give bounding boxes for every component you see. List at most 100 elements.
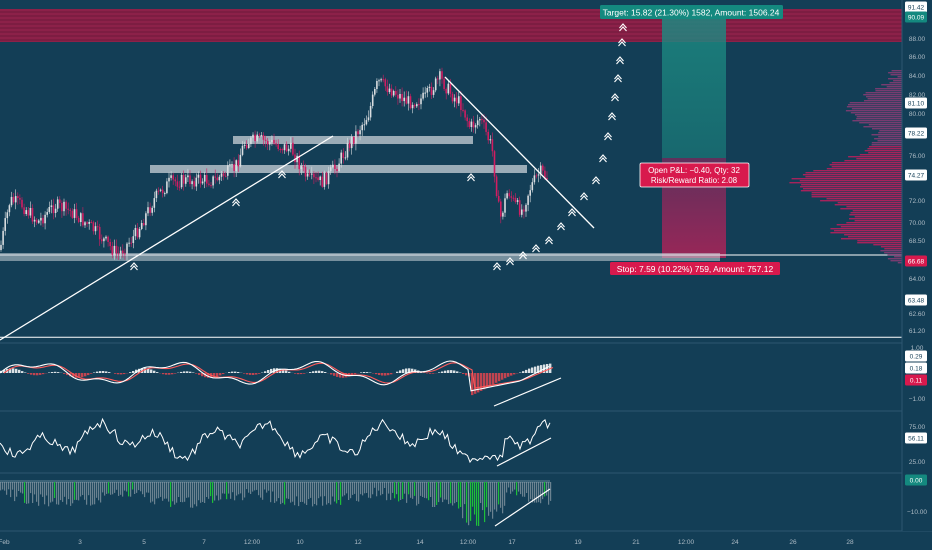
volume-bar: [432, 482, 434, 507]
rsi-pane[interactable]: [0, 417, 551, 464]
volume-bar: [24, 482, 26, 503]
price-axis-tick: 62.60: [909, 311, 926, 318]
demand-box[interactable]: [0, 253, 720, 261]
candle-body: [401, 94, 403, 102]
volume-trendline[interactable]: [494, 488, 551, 527]
volume-bar: [260, 482, 262, 498]
candle-body: [378, 80, 380, 82]
candle-body: [308, 173, 311, 175]
volume-bar: [50, 482, 52, 503]
volume-bar: [434, 482, 436, 507]
volume-bar: [222, 482, 224, 494]
candle-body: [464, 110, 466, 118]
macd-trendline[interactable]: [493, 377, 562, 407]
volume-bar: [332, 482, 334, 497]
candle-body: [117, 253, 120, 255]
macd-histogram-bar: [456, 371, 459, 373]
chevron-up-icon: [618, 38, 626, 47]
volume-bar: [250, 482, 252, 494]
pnl-label[interactable]: Open P&L: −0.40, Qty: 32 Risk/Reward Rat…: [639, 162, 750, 188]
volume-bar: [238, 482, 240, 495]
rsi-line: [0, 417, 551, 464]
volume-profile-bar: [873, 244, 902, 246]
time-axis[interactable]: Feb 3 5 7 12:00 10 12 14 12:00 17 19 21 12:00 24 26 28: [0, 539, 854, 546]
candle-body: [285, 144, 288, 152]
candle-body: [218, 176, 221, 181]
candle-body: [67, 208, 69, 210]
candle-body: [365, 120, 368, 125]
macd-histogram-bar: [228, 372, 231, 373]
candle-body: [539, 165, 542, 175]
candle-body: [130, 242, 132, 244]
volume-bar: [48, 482, 50, 507]
candle-body: [516, 200, 519, 202]
candle-body: [426, 88, 429, 93]
macd-histogram-bar: [309, 372, 312, 373]
volume-bar: [98, 482, 100, 501]
macd-histogram-bar: [186, 371, 189, 373]
macd-histogram-bar: [153, 370, 156, 373]
volume-bar: [450, 482, 452, 504]
candle-body: [466, 117, 468, 122]
volume-bar: [280, 482, 282, 505]
candle-body: [407, 96, 410, 104]
volume-bar: [374, 482, 376, 488]
macd-histogram-bar: [492, 373, 495, 385]
macd-pane[interactable]: [0, 360, 554, 396]
candle-body: [54, 208, 57, 213]
volume-pane[interactable]: [0, 480, 552, 526]
volume-profile-bar: [805, 176, 902, 178]
macd-histogram-bar: [138, 368, 141, 373]
volume-bar: [272, 482, 274, 492]
volume-bar: [56, 482, 58, 505]
macd-histogram-bar: [495, 373, 498, 383]
volume-bar: [376, 482, 378, 497]
volume-bar: [410, 482, 412, 498]
volume-bar: [414, 482, 416, 496]
volume-bar: [310, 482, 312, 498]
time-axis-label: 12:00: [460, 539, 477, 546]
volume-bar: [314, 482, 316, 504]
macd-histogram-bar: [219, 373, 222, 376]
macd-histogram-bar: [258, 373, 261, 374]
candle-body: [376, 81, 378, 89]
volume-bar: [246, 482, 248, 490]
macd-histogram-bar: [171, 373, 174, 375]
candle-body: [176, 181, 179, 187]
candle-body: [319, 176, 321, 180]
stop-label[interactable]: Stop: 7.59 (10.22%) 759, Amount: 757.12: [610, 262, 780, 275]
candle-body: [428, 86, 431, 88]
candle-body: [119, 250, 122, 254]
pnl-label-line1: Open P&L: −0.40, Qty: 32: [648, 166, 740, 175]
volume-bar: [102, 482, 104, 493]
target-label[interactable]: Target: 15.82 (21.30%) 1582, Amount: 150…: [600, 5, 783, 19]
candle-body: [468, 121, 471, 127]
candle-body: [35, 219, 38, 223]
rsi-trendline[interactable]: [496, 437, 552, 467]
macd-histogram-bar: [294, 373, 297, 374]
volume-bar: [296, 482, 298, 497]
candle-body: [287, 148, 290, 152]
target-zone[interactable]: [662, 11, 726, 158]
volume-bar: [356, 482, 358, 501]
macd-histogram-bar: [252, 373, 255, 375]
volume-bar: [440, 482, 442, 498]
volume-profile-bar: [859, 122, 902, 124]
macd-histogram-bar: [507, 373, 510, 377]
volume-profile-bar: [800, 186, 902, 188]
candle-body: [220, 173, 223, 177]
volume-bar: [218, 482, 220, 501]
volume-bar: [140, 482, 142, 492]
time-axis-label: 12: [354, 539, 362, 546]
macd-histogram-bar: [396, 371, 399, 373]
candle-body: [546, 177, 548, 180]
ascending-trendline[interactable]: [0, 135, 334, 341]
volume-bar: [550, 482, 552, 501]
macd-histogram-bar: [147, 368, 150, 373]
candle-body: [491, 139, 494, 152]
macd-histogram-bar: [249, 373, 252, 375]
candle-body: [424, 92, 426, 94]
descending-trendline[interactable]: [444, 76, 595, 229]
candle-body: [126, 243, 128, 254]
